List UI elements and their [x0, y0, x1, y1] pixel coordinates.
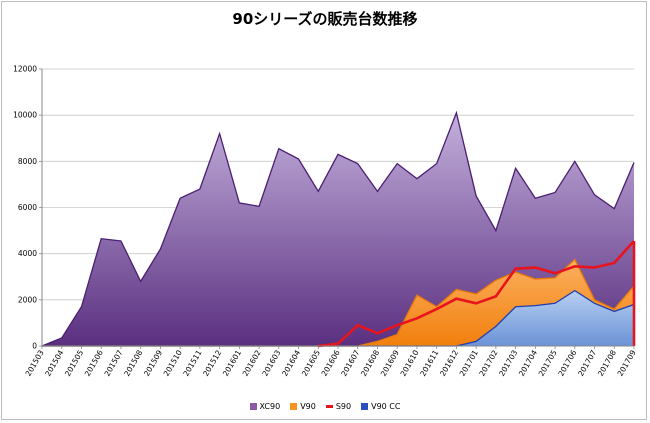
chart-title: 90シリーズの販売台数推移 — [232, 10, 418, 28]
y-tick-label: 2000 — [18, 295, 37, 304]
legend-item-xc90: XC90 — [249, 402, 281, 411]
legend-label-v90-cc: V90 CC — [371, 402, 401, 411]
legend-swatch-xc90 — [249, 403, 257, 410]
x-tick-label: 201709 — [616, 348, 638, 377]
legend-label-v90: V90 — [300, 402, 316, 411]
y-tick-label: 10000 — [13, 111, 37, 120]
legend-swatch-v90 — [290, 403, 298, 410]
series-line-s90 — [318, 240, 635, 348]
legend-label-s90: S90 — [335, 402, 352, 411]
legend-swatch-s90 — [325, 405, 333, 408]
y-tick-label: 0 — [32, 342, 37, 351]
chart-area: 0 2000 4000 6000 8000 10000 12000 201503201504… — [13, 65, 638, 378]
series-layer — [41, 110, 636, 348]
legend-swatch-v90-cc — [361, 403, 369, 410]
y-tick-label: 8000 — [18, 157, 37, 166]
y-axis-ticks: 0 2000 4000 6000 8000 10000 12000 — [13, 65, 42, 351]
legend-item-v90-cc: V90 CC — [361, 402, 400, 411]
legend: XC90 V90 S90 V90 CC — [0, 402, 650, 411]
y-tick-label: 6000 — [18, 203, 37, 212]
legend-label-xc90: XC90 — [259, 402, 281, 411]
legend-item-s90: S90 — [325, 402, 352, 411]
legend-item-v90: V90 — [290, 402, 316, 411]
series-outline-xc90 — [41, 110, 635, 347]
series-area-v90-cc — [42, 290, 634, 346]
y-tick-label: 4000 — [18, 249, 37, 258]
y-tick-label: 12000 — [13, 65, 37, 74]
series-area-v90 — [42, 259, 634, 346]
x-axis-ticks: 2015032015042015052015062015072015082015… — [24, 346, 638, 378]
